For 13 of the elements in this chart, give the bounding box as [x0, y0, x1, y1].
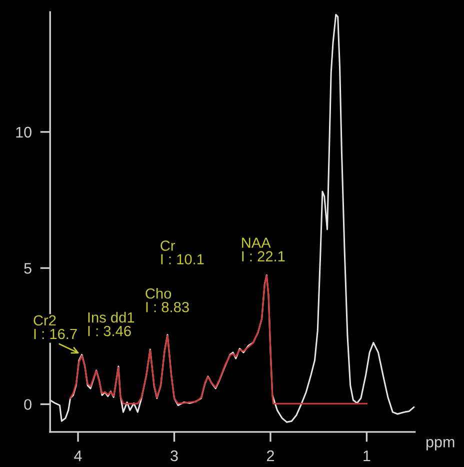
x-tick-label: 3: [170, 450, 178, 462]
x-axis-title: ppm: [426, 439, 454, 450]
x-tick-label: 2: [266, 450, 274, 462]
y-tick-label: 10: [16, 126, 32, 138]
annotation: Ins dd1 I : 3.46: [88, 312, 134, 336]
x-tick-label: 1: [364, 450, 370, 462]
annotation: Cr I : 10.1: [160, 240, 204, 264]
annotation: NAA I : 22.1: [242, 238, 285, 262]
annotation: Cr2 I : 16.7: [34, 315, 77, 340]
annotation: Cho I : 8.83: [146, 288, 189, 312]
y-tick-label: 0: [24, 399, 32, 410]
x-tick-label: 4: [74, 450, 82, 462]
y-tick-label: 5: [24, 263, 32, 274]
